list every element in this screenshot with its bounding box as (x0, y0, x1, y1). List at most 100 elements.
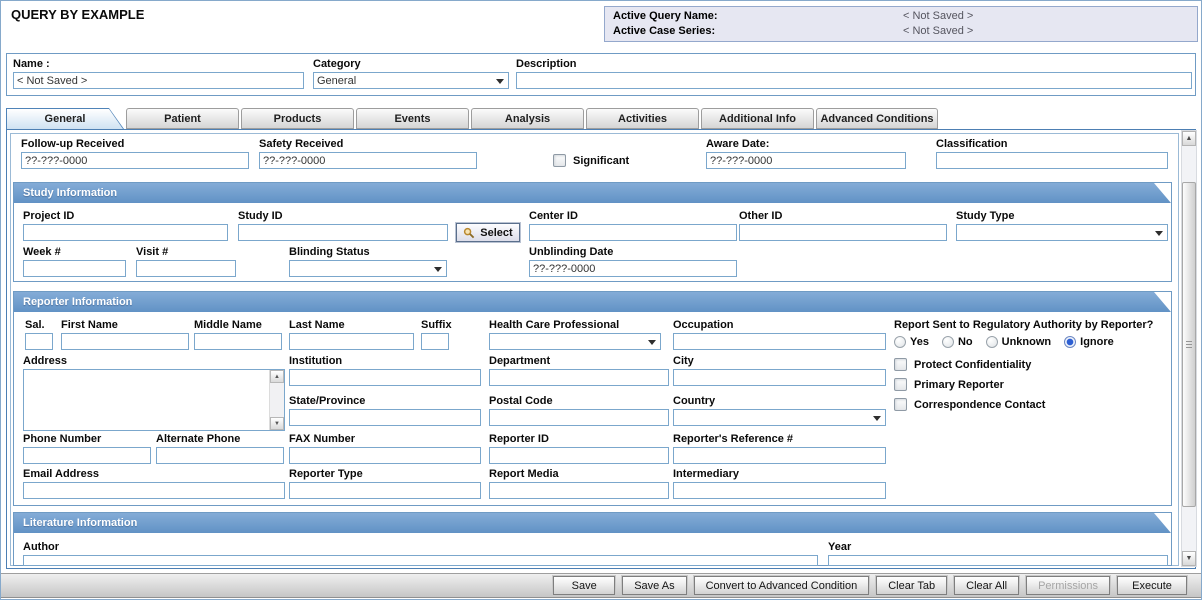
center-id-input[interactable] (529, 224, 737, 241)
hcp-select[interactable] (489, 333, 661, 350)
visit-input[interactable] (136, 260, 236, 277)
save-as-button[interactable]: Save As (621, 575, 688, 596)
scroll-down-icon[interactable]: ▼ (1182, 551, 1196, 566)
unblinding-date-input[interactable] (529, 260, 737, 277)
intermediary-input[interactable] (673, 482, 886, 499)
week-label: Week # (23, 246, 61, 258)
radio-yes[interactable]: Yes (894, 336, 929, 348)
save-button[interactable]: Save (552, 575, 617, 596)
classification-label: Classification (936, 138, 1008, 150)
tab-patient[interactable]: Patient (126, 108, 239, 129)
scrollbar-thumb[interactable] (1182, 182, 1196, 507)
state-province-input[interactable] (289, 409, 481, 426)
report-media-input[interactable] (489, 482, 669, 499)
suffix-input[interactable] (421, 333, 449, 350)
author-label: Author (23, 541, 60, 553)
country-select[interactable] (673, 409, 886, 426)
correspondence-contact-checkbox[interactable] (894, 398, 907, 411)
middle-name-input[interactable] (194, 333, 282, 350)
institution-input[interactable] (289, 369, 481, 386)
unblinding-date-label: Unblinding Date (529, 246, 614, 258)
study-select-button[interactable]: Select (455, 222, 521, 243)
clear-tab-button[interactable]: Clear Tab (875, 575, 949, 596)
classification-input[interactable] (936, 152, 1168, 169)
report-media-label: Report Media (489, 468, 559, 480)
email-address-input[interactable] (23, 482, 285, 499)
last-name-input[interactable] (289, 333, 414, 350)
study-information-header: Study Information (14, 183, 1171, 203)
last-name-label: Last Name (289, 319, 345, 331)
tab-products[interactable]: Products (241, 108, 354, 129)
description-input[interactable] (516, 72, 1192, 89)
address-label: Address (23, 355, 68, 367)
radio-no[interactable]: No (941, 336, 973, 348)
primary-reporter-checkbox[interactable] (894, 378, 907, 391)
active-query-name-value: < Not Saved > (903, 10, 974, 22)
category-label: Category (313, 58, 361, 70)
aware-date-input[interactable] (706, 152, 906, 169)
postal-code-input[interactable] (489, 409, 669, 426)
tab-general[interactable]: General (6, 108, 124, 129)
year-label: Year (828, 541, 852, 553)
city-label: City (673, 355, 694, 367)
study-type-select[interactable] (956, 224, 1168, 241)
vertical-scrollbar[interactable]: ▲ ▼ (1181, 130, 1197, 567)
blinding-status-select[interactable] (289, 260, 447, 277)
tab-advanced-conditions[interactable]: Advanced Conditions (816, 108, 938, 129)
sal-input[interactable] (25, 333, 53, 350)
protect-confidentiality-checkbox[interactable] (894, 358, 907, 371)
tab-additional-info[interactable]: Additional Info (701, 108, 814, 129)
followup-received-input[interactable] (21, 152, 249, 169)
year-input[interactable] (828, 555, 1168, 566)
alternate-phone-input[interactable] (156, 447, 284, 464)
scroll-up-icon[interactable]: ▲ (270, 370, 284, 383)
tab-activities-label: Activities (618, 112, 667, 125)
tab-analysis[interactable]: Analysis (471, 108, 584, 129)
tab-additional-info-label: Additional Info (719, 112, 796, 125)
phone-number-input[interactable] (23, 447, 151, 464)
scroll-up-icon[interactable]: ▲ (1182, 131, 1196, 146)
phone-number-label: Phone Number (23, 433, 102, 445)
permissions-button: Permissions (1025, 575, 1111, 596)
tab-general-label: General (44, 112, 86, 125)
radio-yes-label: Yes (910, 336, 929, 348)
tab-patient-label: Patient (164, 112, 201, 125)
study-id-input[interactable] (238, 224, 448, 241)
author-input[interactable] (23, 555, 818, 566)
tab-events[interactable]: Events (356, 108, 469, 129)
safety-received-label: Safety Received (259, 138, 344, 150)
other-id-input[interactable] (739, 224, 947, 241)
first-name-input[interactable] (61, 333, 189, 350)
tab-activities[interactable]: Activities (586, 108, 699, 129)
chevron-down-icon (1155, 231, 1163, 236)
category-select[interactable]: General (313, 72, 509, 89)
radio-no-label: No (957, 336, 973, 348)
significant-checkbox[interactable] (553, 154, 566, 167)
occupation-input[interactable] (673, 333, 886, 350)
execute-button[interactable]: Execute (1116, 575, 1188, 596)
tab-analysis-label: Analysis (504, 112, 551, 125)
department-label: Department (489, 355, 551, 367)
reporter-id-input[interactable] (489, 447, 669, 464)
name-label: Name : (13, 58, 50, 70)
radio-ignore[interactable]: Ignore (1064, 336, 1114, 348)
address-scrollbar[interactable]: ▲ ▼ (269, 370, 284, 430)
reporters-reference-input[interactable] (673, 447, 886, 464)
reporter-type-input[interactable] (289, 482, 481, 499)
address-textarea[interactable]: ▲ ▼ (23, 369, 285, 431)
institution-label: Institution (289, 355, 343, 367)
magnifier-icon (464, 227, 475, 238)
city-input[interactable] (673, 369, 886, 386)
week-input[interactable] (23, 260, 126, 277)
department-input[interactable] (489, 369, 669, 386)
safety-received-input[interactable] (259, 152, 477, 169)
name-input[interactable] (13, 72, 304, 89)
radio-unknown[interactable]: Unknown (985, 336, 1051, 348)
clear-all-button[interactable]: Clear All (953, 575, 1021, 596)
fax-number-input[interactable] (289, 447, 481, 464)
radio-ignore-label: Ignore (1080, 336, 1114, 348)
alternate-phone-label: Alternate Phone (156, 433, 241, 445)
convert-to-advanced-condition-button[interactable]: Convert to Advanced Condition (692, 575, 871, 596)
project-id-input[interactable] (23, 224, 228, 241)
scroll-down-icon[interactable]: ▼ (270, 417, 284, 430)
